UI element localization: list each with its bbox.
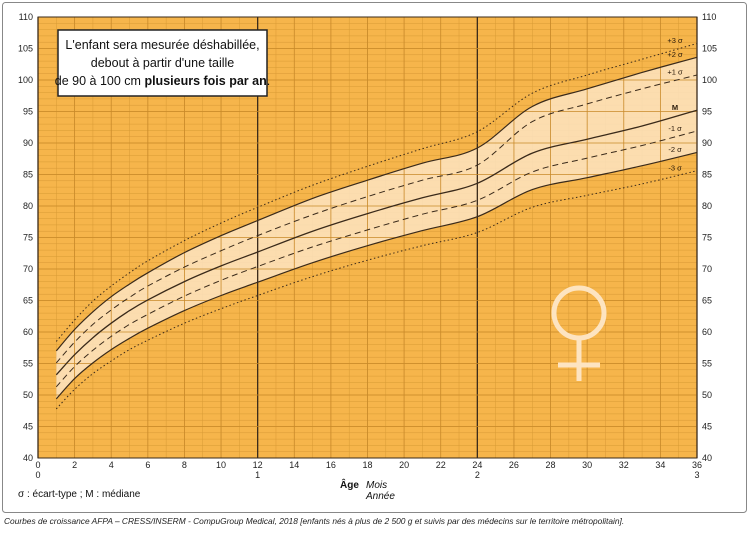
- y-tick-label: 55: [702, 359, 712, 369]
- x-tick-label: 10: [216, 460, 226, 470]
- measurement-note: L'enfant sera mesurée déshabillée, debou…: [55, 29, 270, 97]
- x-tick-label: 8: [182, 460, 187, 470]
- x-tick-label: 22: [436, 460, 446, 470]
- curve-label: -2 σ: [668, 145, 682, 154]
- y-tick-label: 105: [702, 44, 717, 54]
- x-tick-label: 32: [619, 460, 629, 470]
- y-tick-label: 90: [702, 138, 712, 148]
- x-tick-label: 4: [109, 460, 114, 470]
- y-tick-label: 110: [702, 12, 716, 22]
- x-tick-label: 2: [72, 460, 77, 470]
- note-line-2: debout à partir d'une taille: [91, 56, 235, 70]
- grid-major: [37, 16, 698, 459]
- note-line-3: de 90 à 100 cm plusieurs fois par an.: [55, 74, 270, 88]
- y-tick-label: 85: [23, 170, 33, 180]
- y-tick-label: 55: [23, 359, 33, 369]
- note-line-1: L'enfant sera mesurée déshabillée,: [65, 38, 259, 52]
- y-tick-label: 70: [23, 264, 33, 274]
- year-tick-label: 3: [694, 470, 699, 480]
- year-tick-label: 0: [35, 470, 40, 480]
- y-tick-label: 40: [702, 453, 712, 463]
- curve-plus3: [55, 43, 698, 342]
- y-tick-label: 75: [23, 233, 33, 243]
- growth-curves: [55, 43, 698, 410]
- note-line-3-prefix: de 90 à 100 cm: [55, 74, 145, 88]
- x-tick-label: 16: [326, 460, 336, 470]
- y-tick-label: 60: [702, 327, 712, 337]
- x-tick-label: 18: [362, 460, 372, 470]
- y-tick-label: 70: [702, 264, 712, 274]
- x-tick-label: 26: [509, 460, 519, 470]
- note-line-3-suffix: .: [267, 74, 270, 88]
- y-tick-label: 90: [23, 138, 33, 148]
- y-tick-label: 65: [23, 296, 33, 306]
- curve-M: [55, 109, 698, 376]
- curve-label: +3 σ: [667, 36, 683, 45]
- x-tick-label: 12: [253, 460, 263, 470]
- y-tick-label: 40: [23, 453, 33, 463]
- y-tick-label: 80: [23, 201, 33, 211]
- y-tick-label: 105: [18, 44, 33, 54]
- x-tick-label: 28: [546, 460, 556, 470]
- y-tick-label: 95: [702, 107, 712, 117]
- curve-plus2: [55, 56, 698, 352]
- source-footer: Courbes de croissance AFPA – CRESS/INSER…: [4, 516, 624, 526]
- x-tick-label: 20: [399, 460, 409, 470]
- x-axis-months: 0 2 4 6 8 10 12 14 16 18 20 22 24 26 28 30 32 34 36: [35, 460, 702, 470]
- y-tick-label: 100: [18, 75, 33, 85]
- y-tick-label: 45: [702, 422, 712, 432]
- years-axis-label: Année: [365, 491, 395, 502]
- year-tick-label: 1: [255, 470, 260, 480]
- months-axis-label: Mois: [366, 480, 387, 491]
- y-tick-label: 75: [702, 233, 712, 243]
- note-line-3-bold: plusieurs fois par an: [144, 74, 266, 88]
- plot-border: [37, 16, 698, 459]
- y-tick-label: 65: [702, 296, 712, 306]
- y-tick-label: 50: [23, 390, 33, 400]
- y-tick-label: 110: [19, 12, 33, 22]
- x-axis-years: 0 1 2 3: [35, 470, 699, 480]
- female-symbol-icon: [551, 285, 607, 381]
- y-axis-left: 40 45 50 55 60 65 70 75 80 85 90 95 100 105 110: [18, 12, 33, 463]
- y-axis-right: 40 45 50 55 60 65 70 75 80 85 90 95 100 105 110: [702, 12, 717, 463]
- curve-minus1: [55, 130, 698, 388]
- curve-label: -1 σ: [668, 124, 682, 133]
- curve-minus2: [55, 151, 698, 400]
- curve-label: -3 σ: [668, 164, 682, 173]
- curve-label: +2 σ: [667, 50, 683, 59]
- age-axis-label: Âge: [340, 478, 359, 491]
- x-tick-label: 14: [289, 460, 299, 470]
- x-tick-label: 34: [655, 460, 665, 470]
- curve-labels: +3 σ +2 σ +1 σ M -1 σ -2 σ -3 σ: [667, 36, 683, 172]
- x-tick-label: 36: [692, 460, 702, 470]
- y-tick-label: 60: [23, 327, 33, 337]
- curve-label: M: [672, 103, 678, 112]
- x-tick-label: 24: [472, 460, 482, 470]
- y-tick-label: 95: [23, 107, 33, 117]
- x-tick-label: 6: [145, 460, 150, 470]
- x-tick-label: 0: [35, 460, 40, 470]
- x-tick-label: 30: [582, 460, 592, 470]
- y-tick-label: 100: [702, 75, 717, 85]
- sigma-legend: σ : écart-type ; M : médiane: [18, 489, 141, 500]
- y-tick-label: 85: [702, 170, 712, 180]
- y-tick-label: 80: [702, 201, 712, 211]
- year-tick-label: 2: [475, 470, 480, 480]
- curve-label: +1 σ: [667, 68, 683, 77]
- curve-plus1: [55, 74, 698, 364]
- y-tick-label: 45: [23, 422, 33, 432]
- y-tick-label: 50: [702, 390, 712, 400]
